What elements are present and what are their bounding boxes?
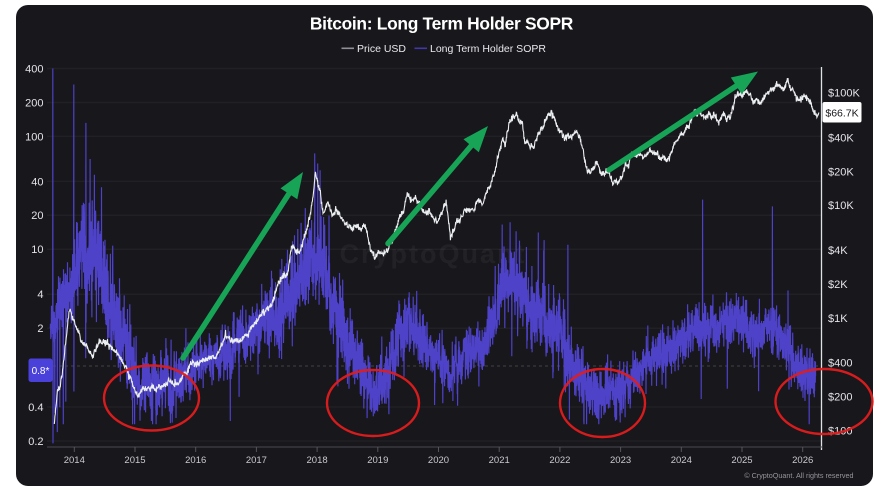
svg-text:0.2: 0.2: [28, 436, 43, 448]
svg-text:2022: 2022: [549, 455, 570, 466]
svg-text:2018: 2018: [307, 455, 328, 466]
svg-text:Bitcoin: Long Term Holder SOPR: Bitcoin: Long Term Holder SOPR: [310, 14, 574, 34]
svg-text:20: 20: [31, 210, 43, 222]
svg-text:$20K: $20K: [828, 166, 854, 178]
svg-text:2: 2: [37, 323, 43, 335]
svg-text:2017: 2017: [246, 455, 267, 466]
svg-text:2014: 2014: [64, 455, 85, 466]
svg-text:Long Term Holder SOPR: Long Term Holder SOPR: [430, 43, 546, 55]
svg-text:$200: $200: [828, 392, 852, 404]
svg-text:$400: $400: [828, 358, 852, 370]
svg-text:2021: 2021: [489, 455, 510, 466]
svg-text:4: 4: [37, 289, 43, 301]
svg-text:CryptoQuant: CryptoQuant: [340, 239, 527, 269]
svg-text:0.4: 0.4: [28, 402, 43, 414]
svg-text:$40K: $40K: [828, 132, 854, 144]
svg-text:2016: 2016: [185, 455, 206, 466]
svg-text:2019: 2019: [367, 455, 388, 466]
svg-text:2015: 2015: [124, 455, 145, 466]
svg-text:400: 400: [25, 63, 43, 75]
svg-text:© CryptoQuant. All rights rese: © CryptoQuant. All rights reserved: [744, 471, 853, 480]
svg-text:2023: 2023: [610, 455, 631, 466]
svg-text:2020: 2020: [428, 455, 449, 466]
svg-text:$4K: $4K: [828, 245, 848, 257]
svg-text:Price USD: Price USD: [357, 43, 406, 55]
svg-text:2026: 2026: [792, 455, 813, 466]
svg-text:40: 40: [31, 176, 43, 188]
svg-text:200: 200: [25, 97, 43, 109]
svg-text:2025: 2025: [731, 455, 752, 466]
svg-text:100: 100: [25, 131, 43, 143]
svg-text:$10K: $10K: [828, 200, 854, 212]
svg-text:2024: 2024: [671, 455, 692, 466]
svg-text:$100K: $100K: [828, 88, 860, 100]
svg-text:$1K: $1K: [828, 313, 848, 325]
svg-text:0.8*: 0.8*: [32, 366, 50, 377]
svg-text:$2K: $2K: [828, 279, 848, 291]
svg-text:$66.7K: $66.7K: [825, 108, 858, 120]
svg-text:10: 10: [31, 244, 43, 256]
